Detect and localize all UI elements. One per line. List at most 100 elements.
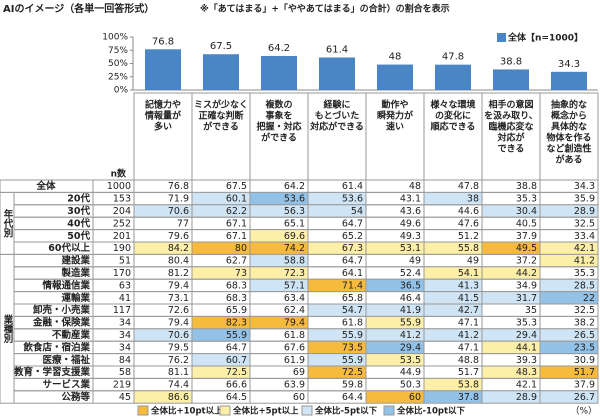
bar [145, 49, 181, 90]
value: 62.4 [284, 305, 305, 316]
row-label: 30代 [67, 205, 90, 217]
column-header-text: 速い [386, 121, 404, 133]
highlight-swatch [219, 405, 231, 416]
column-header-text: 様々な環境 [430, 99, 475, 111]
column-header-text: 多い [154, 121, 172, 133]
bar-label: 47.8 [442, 52, 464, 63]
value: 37.9 [574, 380, 595, 391]
n-value: 153 [113, 194, 131, 205]
value: 34.9 [516, 280, 537, 291]
value: 28.9 [516, 392, 537, 403]
n-value: 51 [119, 256, 131, 267]
n-header: n数 [111, 168, 127, 180]
value: 41.2 [574, 256, 595, 267]
highlight-label: 全体比-5pt以下 [314, 406, 378, 417]
value: 41.9 [400, 305, 421, 316]
value: 22 [583, 293, 595, 304]
n-value: 58 [119, 367, 131, 378]
highlight-label: 全体比-10pt以下 [396, 406, 466, 417]
value: 29.4 [400, 342, 421, 353]
value: 61.9 [284, 355, 305, 366]
value: 28.5 [574, 280, 595, 291]
value: 55.9 [342, 355, 363, 366]
value: 35.9 [574, 194, 595, 205]
value: 63.9 [284, 380, 305, 391]
value: 51.7 [574, 367, 595, 378]
value: 60 [293, 392, 305, 403]
value: 42.1 [574, 243, 595, 254]
value: 62.2 [226, 206, 247, 217]
column-header-text: 事象を [265, 110, 292, 122]
value: 44.2 [516, 268, 537, 279]
value: 61.8 [284, 330, 305, 341]
bar-label: 34.3 [558, 59, 580, 70]
value: 68.3 [226, 293, 247, 304]
value: 57.1 [284, 280, 305, 291]
value: 65.2 [342, 231, 363, 242]
value: 43.1 [400, 194, 421, 205]
row-label: 運輸業 [61, 292, 90, 304]
value: 30.4 [516, 206, 537, 217]
value: 38 [467, 194, 479, 205]
value: 37.8 [458, 392, 479, 403]
n-value: 219 [113, 380, 131, 391]
value: 28.9 [574, 206, 595, 217]
title: AIのイメージ（各単一回答形式） [3, 2, 154, 15]
value: 53.1 [400, 243, 421, 254]
value: 64.1 [342, 268, 363, 279]
value: 52.4 [400, 268, 421, 279]
value: 60.1 [226, 194, 247, 205]
value: 80.4 [168, 256, 189, 267]
row-label: 金融・保険業 [32, 317, 91, 329]
value: 23.5 [574, 342, 595, 353]
value: 60.7 [226, 355, 247, 366]
value: 38.2 [574, 318, 595, 329]
value: 70.6 [168, 206, 189, 217]
value: 55.9 [400, 318, 421, 329]
value: 65.8 [342, 293, 363, 304]
value: 29.4 [516, 330, 537, 341]
value: 71.4 [342, 280, 363, 291]
bar [435, 64, 471, 90]
value: 48 [409, 181, 421, 192]
value: 48.3 [516, 367, 537, 378]
column-header-text: 概念から [551, 110, 587, 122]
column-header-text: ができる [203, 121, 239, 133]
value: 51.2 [458, 231, 479, 242]
y-tick-label: 100% [102, 33, 128, 43]
value: 53.8 [458, 380, 479, 391]
value: 37.2 [516, 256, 537, 267]
y-tick-label: 50% [108, 59, 128, 69]
value: 39.3 [516, 355, 537, 366]
value: 44.6 [458, 206, 479, 217]
value: 69.6 [284, 231, 305, 242]
column-header-text: 複数の [264, 99, 292, 111]
value: 41.2 [458, 330, 479, 341]
value: 67.1 [226, 231, 247, 242]
value-cell [539, 390, 599, 404]
highlight-swatch [383, 405, 395, 416]
value: 79.5 [168, 342, 189, 353]
n-value: 201 [113, 231, 131, 242]
row-label: 教育・学習支援業 [13, 366, 91, 378]
column-header-text: 把握・対応 [256, 121, 301, 133]
column-header-text: 抽象的な [551, 99, 587, 111]
column-header-text: 物体を作る [546, 132, 591, 144]
value: 81.2 [168, 268, 189, 279]
value: 73 [235, 268, 247, 279]
n-value: 34 [119, 318, 131, 329]
value: 79.4 [168, 280, 189, 291]
value: 64.7 [226, 342, 247, 353]
value: 81.1 [168, 367, 189, 378]
value: 47.6 [458, 218, 479, 229]
value: 61.4 [342, 181, 363, 192]
value: 77 [177, 218, 189, 229]
value: 49 [409, 256, 421, 267]
value: 53.6 [342, 194, 363, 205]
value: 64.7 [342, 218, 363, 229]
row-label: 公務等 [61, 391, 90, 403]
bar [493, 69, 529, 90]
n-value: 204 [113, 206, 131, 217]
value: 73.5 [342, 342, 363, 353]
